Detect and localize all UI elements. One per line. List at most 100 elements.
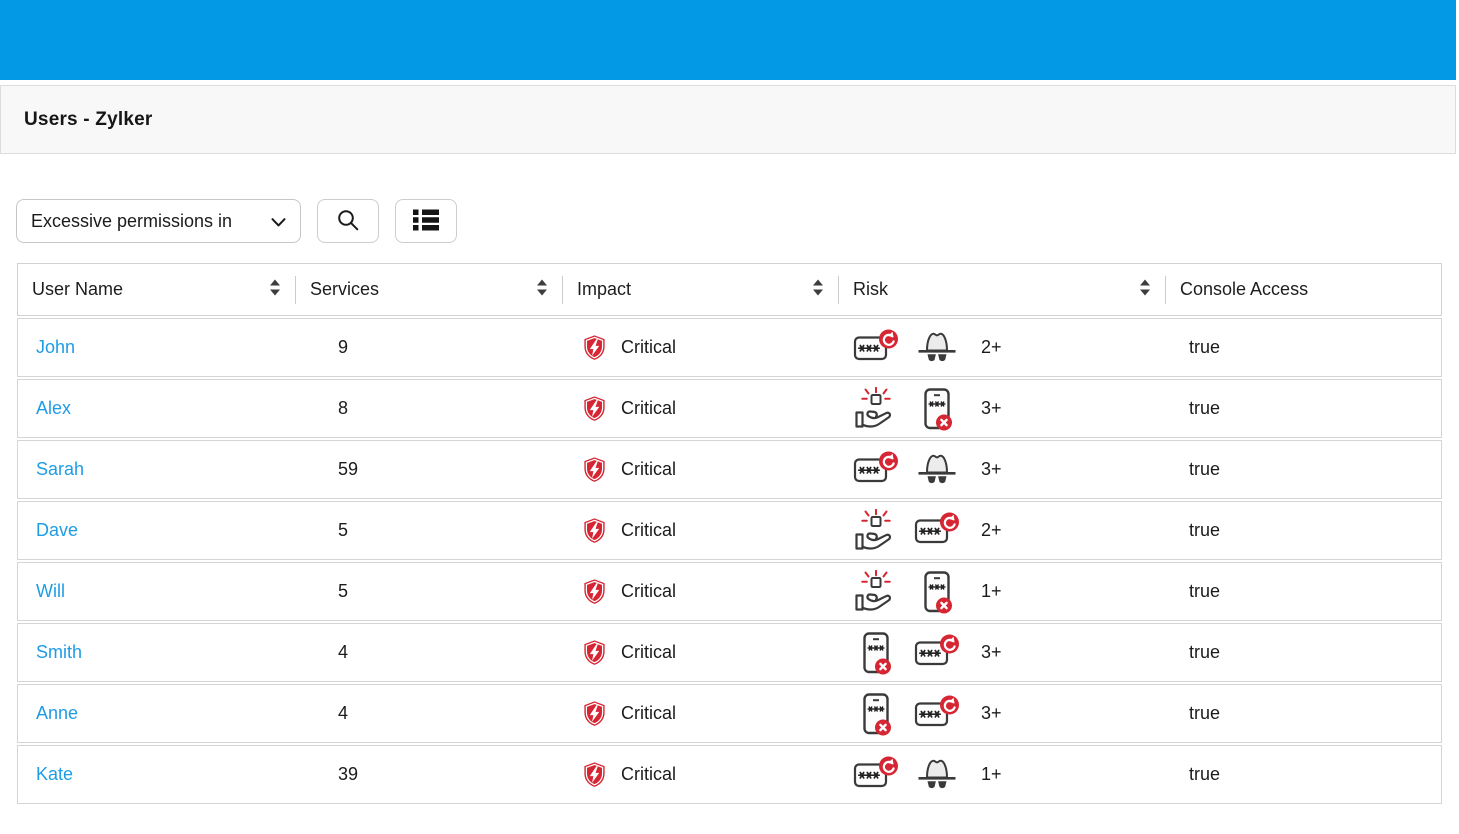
risk-cell: 3+ (838, 624, 1164, 681)
risk-cell: 1+ (838, 563, 1164, 620)
impact-label: Critical (621, 398, 677, 418)
user-name-cell: Sarah (18, 441, 296, 498)
sort-arrows-icon[interactable] (536, 279, 548, 301)
critical-shield-icon (581, 761, 608, 788)
sort-arrows-icon[interactable] (1139, 279, 1151, 301)
column-header-risk[interactable]: Risk (839, 264, 1165, 315)
user-link[interactable]: Anne (36, 703, 79, 723)
user-link[interactable]: Smith (36, 642, 83, 662)
table-row: Alex 8 Critical 3+ true (17, 379, 1442, 438)
password-rotation-icon (914, 633, 960, 673)
impact-label: Critical (621, 642, 677, 662)
critical-shield-icon (581, 517, 608, 544)
page-title: Users - Zylker (24, 108, 153, 130)
services-value: 5 (338, 520, 349, 540)
column-label: Services (310, 279, 380, 299)
password-rotation-icon (914, 511, 960, 551)
user-link[interactable]: Alex (36, 398, 72, 418)
impact-label: Critical (621, 459, 677, 479)
user-name-cell: Will (18, 563, 296, 620)
impact-label: Critical (621, 764, 677, 784)
services-cell: 5 (296, 502, 562, 559)
impact-label: Critical (621, 520, 677, 540)
services-value: 39 (338, 764, 359, 784)
mfa-phone-disabled-icon (853, 631, 899, 675)
impact-cell: Critical (562, 624, 838, 681)
toolbar: Excessive permissions in (16, 199, 1459, 243)
risk-cell: 3+ (838, 380, 1164, 437)
table-row: Anne 4 Critical 3+ true (17, 684, 1442, 743)
mfa-phone-disabled-icon (853, 692, 899, 736)
console-access-value: true (1189, 398, 1221, 418)
user-name-cell: Kate (18, 746, 296, 803)
user-link[interactable]: Sarah (36, 459, 85, 479)
column-header-impact[interactable]: Impact (563, 264, 838, 315)
services-cell: 9 (296, 319, 562, 376)
risk-count: 3+ (981, 459, 1002, 479)
black-hat-icon (914, 450, 960, 490)
page-title-bar: Users - Zylker (0, 85, 1456, 154)
impact-cell: Critical (562, 380, 838, 437)
column-header-user-name[interactable]: User Name (18, 264, 295, 315)
console-access-value: true (1189, 337, 1221, 357)
impact-label: Critical (621, 337, 677, 357)
impact-cell: Critical (562, 319, 838, 376)
impact-cell: Critical (562, 685, 838, 742)
services-cell: 39 (296, 746, 562, 803)
privilege-hand-icon (853, 386, 899, 431)
risk-cell: 3+ (838, 441, 1164, 498)
console-access-cell: true (1164, 624, 1441, 681)
header-divider (1165, 275, 1166, 304)
risk-count: 3+ (981, 642, 1002, 662)
impact-cell: Critical (562, 563, 838, 620)
user-name-cell: Alex (18, 380, 296, 437)
privilege-hand-icon (853, 508, 899, 553)
user-link[interactable]: Will (36, 581, 65, 601)
column-label: Risk (853, 279, 888, 299)
users-table: User Name Services Impact Risk Console A… (17, 263, 1442, 804)
user-link[interactable]: Kate (36, 764, 74, 784)
chevron-down-icon (271, 211, 286, 232)
list-view-button[interactable] (395, 199, 457, 243)
console-access-value: true (1189, 520, 1221, 540)
table-row: Will 5 Critical 1+ true (17, 562, 1442, 621)
sort-arrows-icon[interactable] (812, 279, 824, 301)
column-header-services[interactable]: Services (296, 264, 562, 315)
search-button[interactable] (317, 199, 379, 243)
console-access-cell: true (1164, 441, 1441, 498)
console-access-value: true (1189, 459, 1221, 479)
filter-dropdown[interactable]: Excessive permissions in (16, 199, 301, 243)
services-value: 5 (338, 581, 349, 601)
black-hat-icon (914, 328, 960, 368)
password-rotation-icon (853, 755, 899, 795)
table-row: Smith 4 Critical 3+ true (17, 623, 1442, 682)
risk-count: 2+ (981, 520, 1002, 540)
impact-label: Critical (621, 703, 677, 723)
mfa-phone-disabled-icon (914, 387, 960, 431)
console-access-cell: true (1164, 380, 1441, 437)
critical-shield-icon (581, 578, 608, 605)
column-header-console-access: Console Access (1166, 264, 1441, 315)
user-link[interactable]: John (36, 337, 76, 357)
impact-cell: Critical (562, 746, 838, 803)
column-label: Impact (577, 279, 632, 299)
services-cell: 59 (296, 441, 562, 498)
table-row: Kate 39 Critical 1+ true (17, 745, 1442, 804)
table-row: Sarah 59 Critical 3+ true (17, 440, 1442, 499)
services-value: 8 (338, 398, 349, 418)
password-rotation-icon (914, 694, 960, 734)
user-name-cell: Anne (18, 685, 296, 742)
sort-arrows-icon[interactable] (269, 279, 281, 301)
black-hat-icon (914, 755, 960, 795)
services-value: 4 (338, 642, 349, 662)
user-name-cell: Smith (18, 624, 296, 681)
password-rotation-icon (853, 450, 899, 490)
services-cell: 5 (296, 563, 562, 620)
critical-shield-icon (581, 334, 608, 361)
services-value: 4 (338, 703, 349, 723)
risk-count: 3+ (981, 703, 1002, 723)
user-name-cell: Dave (18, 502, 296, 559)
critical-shield-icon (581, 639, 608, 666)
critical-shield-icon (581, 700, 608, 727)
user-link[interactable]: Dave (36, 520, 79, 540)
